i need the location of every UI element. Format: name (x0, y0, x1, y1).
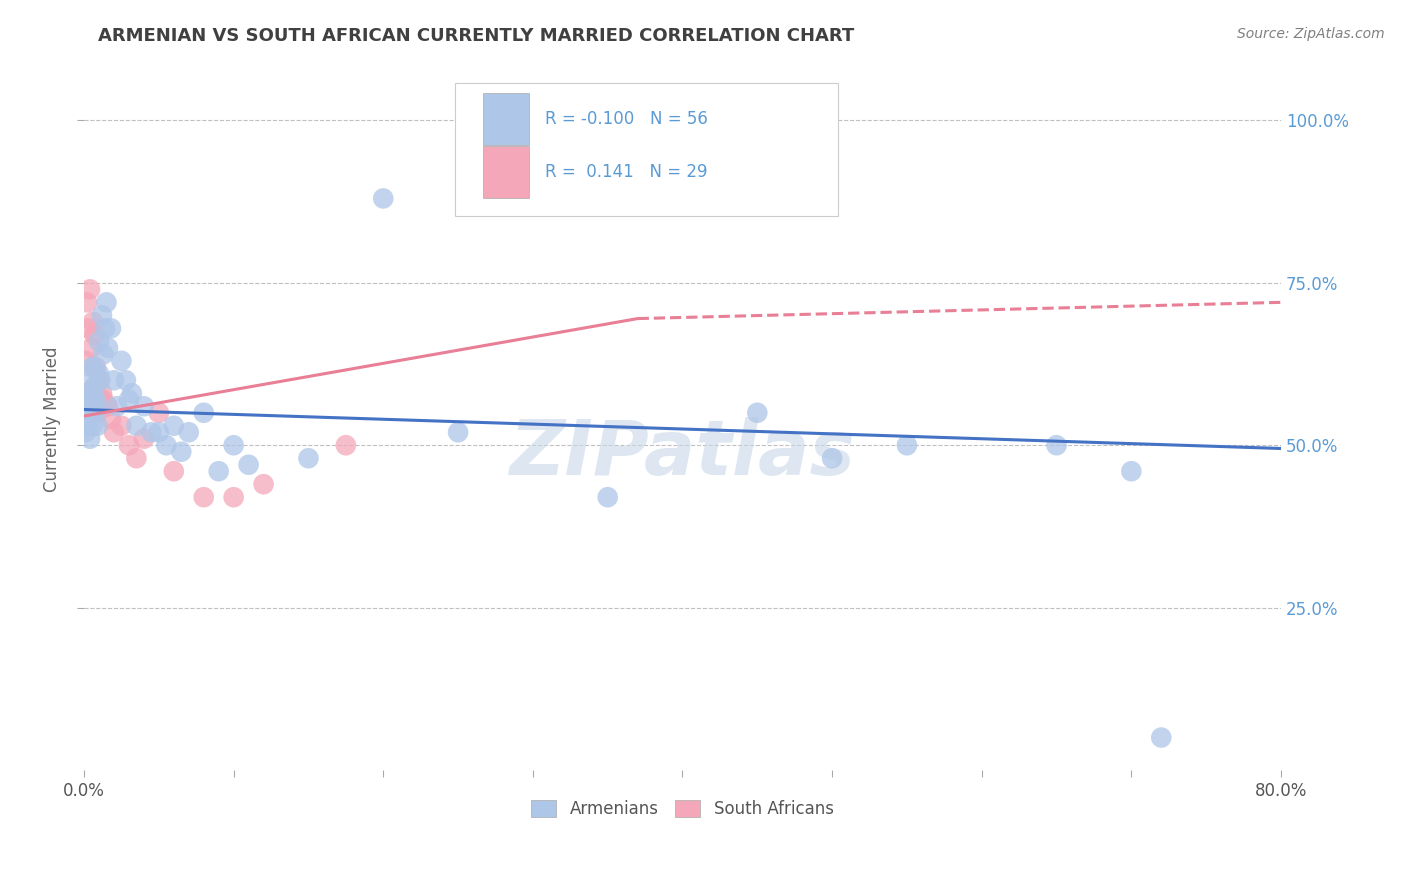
Point (596, 490, 619, 504)
Point (238, 458, 260, 472)
Point (83, 380, 105, 394)
Point (83, 360, 105, 375)
Point (118, 438, 141, 452)
Point (79, 432, 101, 446)
Point (79, 373, 101, 387)
Point (100, 321, 122, 335)
Point (91, 386, 114, 401)
Point (115, 373, 138, 387)
Point (80, 360, 103, 375)
Point (97, 341, 120, 355)
Point (79, 406, 101, 420)
Point (96, 399, 118, 413)
Point (77, 392, 100, 407)
Point (93, 392, 115, 407)
Point (208, 464, 231, 478)
FancyBboxPatch shape (456, 83, 838, 216)
Point (76, 399, 98, 413)
Point (1045, 438, 1067, 452)
Text: ARMENIAN VS SOUTH AFRICAN CURRENTLY MARRIED CORRELATION CHART: ARMENIAN VS SOUTH AFRICAN CURRENTLY MARR… (98, 27, 855, 45)
Point (80, 386, 103, 401)
Point (86, 406, 108, 420)
Point (193, 406, 215, 420)
Text: R = -0.100   N = 56: R = -0.100 N = 56 (546, 110, 707, 128)
Point (193, 490, 215, 504)
Point (373, 191, 395, 205)
Point (141, 425, 163, 440)
Point (100, 412, 122, 426)
Point (75, 425, 97, 440)
Point (86, 399, 108, 413)
Point (75, 406, 97, 420)
Point (87, 373, 110, 387)
Point (79, 282, 101, 296)
Point (821, 451, 844, 466)
Point (335, 438, 357, 452)
Point (77, 321, 100, 335)
Y-axis label: Currently Married: Currently Married (44, 346, 60, 492)
Point (121, 386, 143, 401)
Point (110, 418, 132, 433)
Point (103, 425, 125, 440)
Point (1121, 464, 1143, 478)
Point (148, 425, 170, 440)
Point (447, 425, 470, 440)
Point (222, 438, 245, 452)
FancyBboxPatch shape (482, 146, 529, 198)
Point (170, 444, 193, 458)
Point (82, 392, 104, 407)
Point (80, 341, 103, 355)
Point (82, 315, 104, 329)
Point (896, 438, 918, 452)
Point (1150, 731, 1173, 745)
Point (148, 406, 170, 420)
Point (105, 399, 128, 413)
Point (76, 412, 98, 426)
Point (77, 418, 100, 433)
Point (132, 432, 155, 446)
Point (76, 386, 98, 401)
Point (83, 380, 105, 394)
Point (118, 392, 141, 407)
Point (297, 451, 319, 466)
Point (87, 367, 110, 381)
Point (75, 353, 97, 368)
Point (97, 399, 120, 413)
Point (84, 360, 107, 375)
FancyBboxPatch shape (482, 93, 529, 145)
Point (91, 309, 114, 323)
Point (163, 464, 186, 478)
Point (84, 406, 107, 420)
Point (83, 327, 105, 342)
Text: ZIPatlas: ZIPatlas (509, 417, 855, 491)
Text: Source: ZipAtlas.com: Source: ZipAtlas.com (1237, 27, 1385, 41)
Point (747, 406, 769, 420)
Text: R =  0.141   N = 29: R = 0.141 N = 29 (546, 163, 707, 181)
Point (93, 347, 115, 361)
Point (222, 490, 245, 504)
Point (155, 438, 177, 452)
Point (163, 418, 186, 433)
Point (76, 295, 98, 310)
Point (177, 425, 200, 440)
Point (82, 418, 104, 433)
Point (94, 321, 117, 335)
Point (125, 451, 148, 466)
Point (125, 418, 148, 433)
Point (87, 334, 110, 349)
Point (89, 392, 111, 407)
Point (103, 373, 125, 387)
Point (132, 399, 155, 413)
Point (84, 392, 107, 407)
Point (110, 353, 132, 368)
Point (96, 295, 118, 310)
Legend: Armenians, South Africans: Armenians, South Africans (524, 793, 841, 825)
Point (252, 477, 274, 491)
Point (89, 373, 111, 387)
Point (86, 418, 108, 433)
